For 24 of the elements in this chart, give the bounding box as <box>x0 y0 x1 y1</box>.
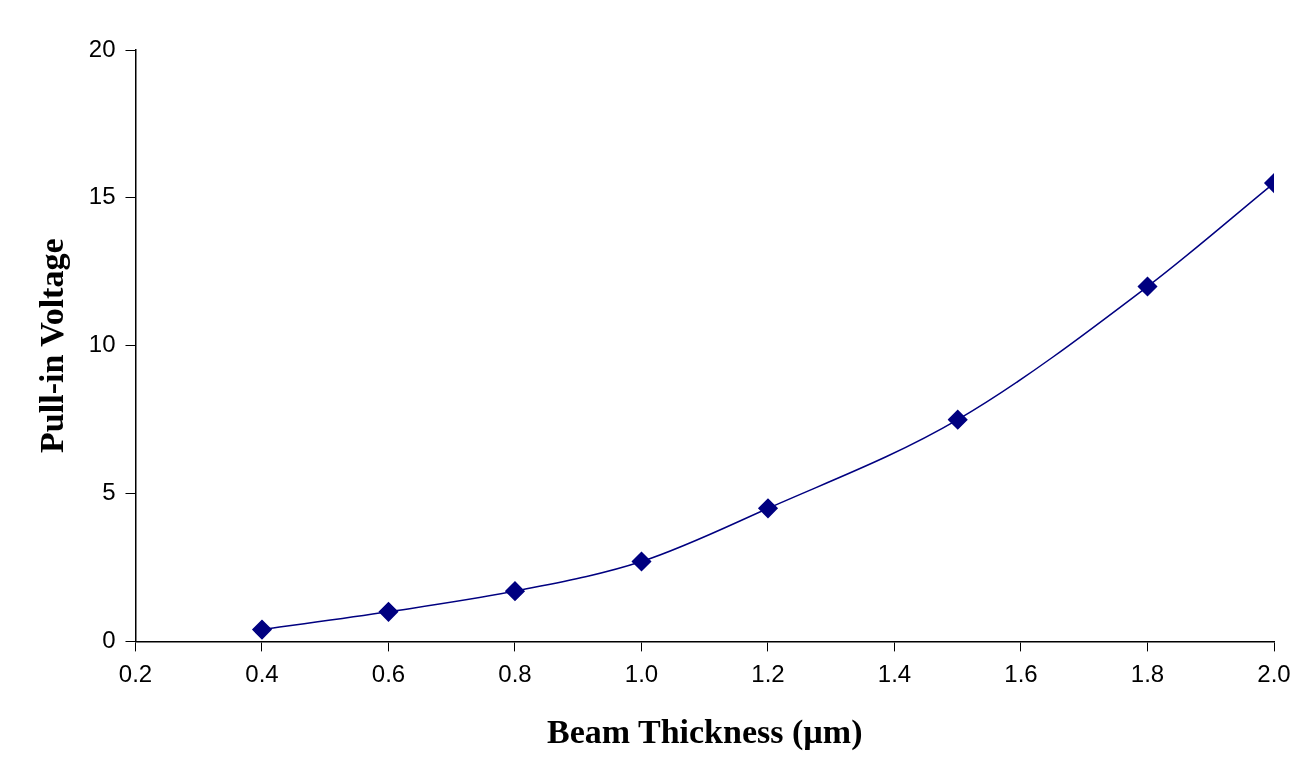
point <box>378 602 399 622</box>
x-tick-label: 0.2 <box>118 660 153 688</box>
x-tick-label: 0.6 <box>371 660 406 688</box>
y-axis-title: Pull-in Voltage <box>33 238 71 453</box>
x-tick-label: 0.4 <box>245 660 279 688</box>
y-tick-label: 5 <box>102 478 116 506</box>
point <box>505 581 525 601</box>
x-tick-label: 1.8 <box>1130 660 1165 688</box>
y-tick-label: 0 <box>102 626 116 654</box>
y-tick-label: 20 <box>88 34 116 62</box>
point <box>948 409 968 430</box>
point <box>252 619 272 640</box>
x-tick-label: 0.8 <box>498 660 532 688</box>
x-tick-label: 2.0 <box>1257 660 1291 688</box>
x-tick-label: 1.6 <box>1004 660 1038 688</box>
point <box>631 551 652 572</box>
x-tick-label: 1.4 <box>877 660 912 688</box>
x-tick-label: 1.2 <box>751 660 785 688</box>
y-tick-label: 10 <box>88 330 116 358</box>
x-axis-title: Beam Thickness (µm) <box>546 713 863 752</box>
y-tick-label: 15 <box>88 182 116 210</box>
x-tick-label: 1.0 <box>624 660 659 688</box>
point <box>1137 276 1158 297</box>
point <box>758 498 778 519</box>
